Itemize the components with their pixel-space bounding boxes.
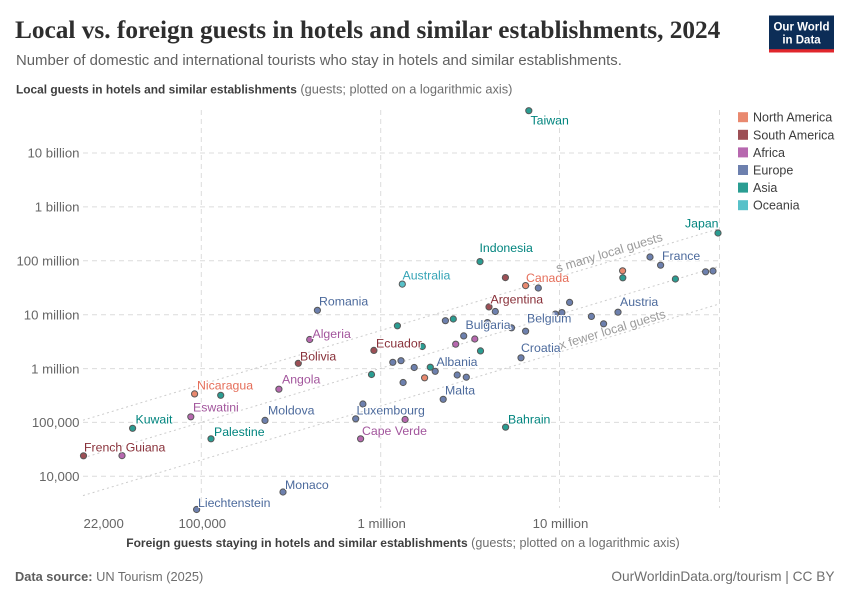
svg-text:Albania: Albania [437, 355, 478, 369]
svg-text:Liechtenstein: Liechtenstein [198, 496, 271, 510]
svg-text:Australia: Australia [403, 269, 451, 283]
svg-text:Ecuador: Ecuador [376, 337, 422, 351]
svg-text:Moldova: Moldova [268, 404, 315, 418]
svg-text:1 million: 1 million [358, 516, 406, 531]
svg-text:in Data: in Data [782, 34, 821, 46]
svg-text:Bolivia: Bolivia [300, 350, 336, 364]
svg-text:Croatia: Croatia [521, 341, 561, 355]
svg-text:Canada: Canada [526, 271, 569, 285]
svg-text:100,000: 100,000 [178, 516, 226, 531]
svg-text:Taiwan: Taiwan [531, 114, 569, 128]
svg-text:10 billion: 10 billion [27, 146, 79, 161]
svg-text:10 million: 10 million [24, 307, 80, 322]
svg-text:Kuwait: Kuwait [136, 413, 173, 427]
svg-text:North America: North America [753, 111, 832, 125]
svg-text:Oceania: Oceania [753, 199, 800, 213]
svg-text:Bahrain: Bahrain [508, 413, 551, 427]
svg-text:10 million: 10 million [533, 516, 589, 531]
svg-text:Austria: Austria [620, 295, 658, 309]
svg-text:Foreign guests staying in hote: Foreign guests staying in hotels and sim… [126, 536, 680, 550]
svg-text:Belgium: Belgium [527, 312, 571, 326]
svg-text:Local guests in hotels and sim: Local guests in hotels and similar estab… [16, 82, 512, 97]
svg-text:Local vs. foreign guests in ho: Local vs. foreign guests in hotels and s… [15, 16, 721, 44]
svg-text:Cape Verde: Cape Verde [362, 424, 427, 438]
svg-text:Malta: Malta [445, 384, 475, 398]
svg-text:Asia: Asia [753, 181, 777, 195]
svg-text:Argentina: Argentina [491, 293, 544, 307]
svg-text:Palestine: Palestine [214, 425, 265, 439]
svg-text:1 billion: 1 billion [35, 200, 80, 215]
svg-text:100 million: 100 million [16, 254, 79, 269]
svg-text:Nicaragua: Nicaragua [197, 379, 253, 393]
svg-text:Luxembourg: Luxembourg [357, 404, 426, 418]
svg-text:100,000: 100,000 [32, 415, 80, 430]
svg-text:22,000: 22,000 [84, 516, 124, 531]
svg-text:Europe: Europe [753, 164, 793, 178]
svg-text:South America: South America [753, 128, 834, 142]
svg-text:Angola: Angola [282, 373, 320, 387]
svg-text:Romania: Romania [319, 295, 368, 309]
svg-text:Algeria: Algeria [313, 327, 351, 341]
svg-text:France: France [662, 249, 700, 263]
svg-text:Data source: UN Tourism (2025): Data source: UN Tourism (2025) [15, 569, 203, 584]
svg-text:Our World: Our World [773, 21, 829, 33]
svg-text:Eswatini: Eswatini [193, 401, 239, 415]
svg-text:Number of domestic and interna: Number of domestic and international tou… [16, 53, 622, 69]
svg-text:10,000: 10,000 [39, 469, 79, 484]
svg-text:Bulgaria: Bulgaria [466, 318, 511, 332]
svg-text:1 million: 1 million [31, 361, 79, 376]
svg-text:French Guiana: French Guiana [84, 441, 166, 455]
svg-text:Africa: Africa [753, 146, 785, 160]
svg-text:Japan: Japan [685, 217, 719, 231]
svg-text:OurWorldinData.org/tourism | C: OurWorldinData.org/tourism | CC BY [611, 569, 834, 584]
svg-text:Monaco: Monaco [285, 478, 329, 492]
svg-text:Indonesia: Indonesia [480, 241, 533, 255]
